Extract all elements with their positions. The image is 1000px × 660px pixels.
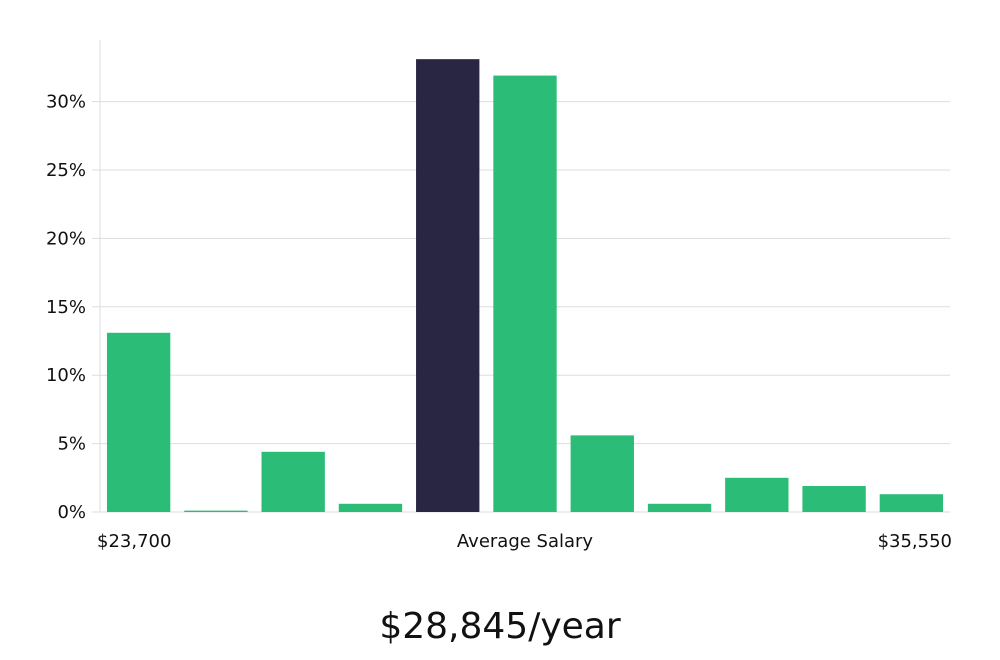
y-tick-label: 15% (46, 297, 86, 318)
bar-8 (647, 503, 712, 512)
bar-9 (725, 477, 789, 512)
bar-average (416, 59, 480, 512)
bar-1 (106, 332, 171, 512)
y-tick-label: 10% (46, 365, 86, 386)
bar-10 (802, 486, 866, 512)
bar-6 (493, 75, 557, 512)
x-label-min: $23,700 (97, 531, 171, 552)
y-tick-label: 20% (46, 228, 86, 249)
y-tick-label: 0% (57, 502, 86, 523)
bar-7 (570, 435, 634, 512)
bar-11 (879, 494, 944, 512)
x-label-max: $35,550 (878, 531, 952, 552)
bar-4 (338, 503, 403, 512)
y-tick-label: 5% (57, 434, 86, 455)
bar-3 (261, 451, 325, 512)
y-tick-label: 30% (46, 92, 86, 113)
y-axis-ticks: 0% 5% 10% 15% 20% 25% 30% (46, 92, 86, 523)
bar-2 (184, 510, 248, 512)
bars (106, 59, 944, 512)
y-tick-label: 25% (46, 160, 86, 181)
average-salary-headline: $28,845/year (379, 606, 621, 647)
salary-histogram: 0% 5% 10% 15% 20% 25% 30% $23,700 Average Sala… (46, 40, 952, 552)
x-label-center: Average Salary (457, 531, 594, 552)
